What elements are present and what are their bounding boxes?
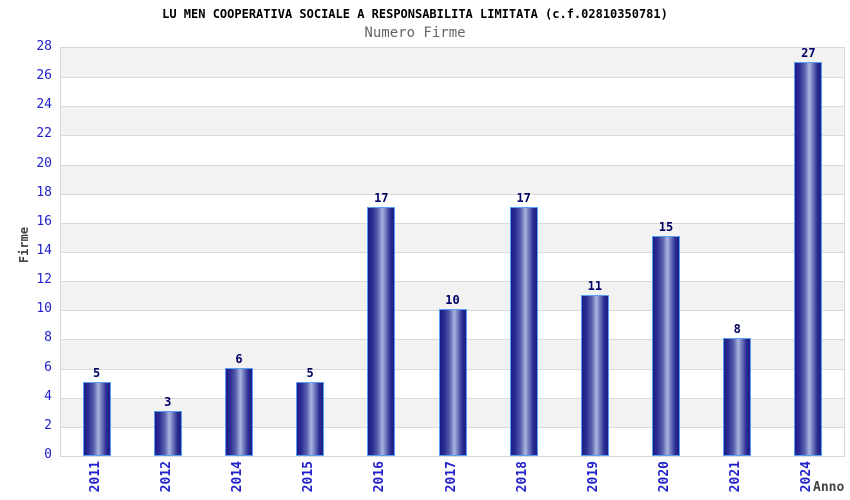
x-tick-label: 2014 (229, 461, 245, 493)
y-tick-label: 14 (36, 243, 52, 258)
y-tick-label: 10 (36, 301, 52, 317)
plot-band (61, 135, 844, 165)
bar-value-label: 10 (445, 293, 460, 308)
bar-2012 (153, 411, 182, 456)
bar-2016 (367, 207, 396, 456)
x-tick-label: 2017 (443, 461, 459, 493)
y-tick-label: 12 (36, 272, 52, 288)
bar-value-label: 8 (733, 322, 741, 337)
x-axis-label: Anno (813, 480, 845, 495)
bar-2024 (794, 61, 823, 456)
y-tick-label: 2 (44, 417, 52, 433)
y-tick-label: 18 (36, 184, 52, 200)
chart-title: LU MEN COOPERATIVA SOCIALE A RESPONSABIL… (162, 7, 668, 21)
x-tick-label: 2020 (657, 461, 673, 493)
bar-2011 (82, 382, 111, 456)
y-tick-label: 24 (36, 97, 52, 113)
bar-value-label: 6 (235, 351, 243, 366)
y-tick-label: 4 (44, 388, 52, 404)
plot-band (61, 48, 844, 78)
bar-2017 (438, 309, 467, 456)
bar-2018 (509, 207, 538, 456)
bar-value-label: 15 (658, 220, 674, 235)
x-tick-label: 2016 (372, 461, 388, 493)
y-tick-label: 22 (36, 126, 52, 142)
bar-value-label: 3 (164, 395, 172, 410)
bar-2020 (652, 236, 681, 456)
x-tick-label: 2018 (514, 461, 530, 493)
bar-value-label: 5 (306, 366, 314, 381)
bar-value-label: 17 (374, 191, 389, 206)
gridline (61, 135, 844, 137)
plot-band (61, 106, 844, 136)
bar-value-label: 11 (587, 278, 603, 293)
y-tick-label: 8 (44, 330, 52, 346)
y-tick-label: 20 (36, 155, 52, 171)
plot-band (61, 77, 844, 107)
y-tick-label: 16 (36, 213, 52, 229)
chart-subtitle: Numero Firme (364, 25, 466, 41)
gridline (61, 106, 844, 108)
bar-2015 (296, 382, 325, 456)
x-tick-label: 2011 (87, 461, 103, 493)
bar-2021 (723, 338, 752, 456)
x-tick-label: 2021 (728, 461, 744, 493)
gridline (61, 252, 844, 253)
bar-value-label: 17 (516, 191, 531, 206)
y-tick-label: 6 (44, 359, 52, 375)
plot-band (61, 222, 844, 252)
y-tick-label: 26 (36, 68, 52, 84)
bar-2019 (580, 294, 609, 456)
plot-band (61, 193, 844, 223)
plot-area: 5 3 6 5 17 10 17 11 15 8 27 (60, 45, 845, 457)
bar-value-label: 27 (801, 45, 816, 60)
x-tick-label: 2012 (158, 461, 174, 493)
plot-band (61, 281, 844, 311)
bar-value-label: 5 (92, 366, 101, 381)
x-tick-label: 2015 (301, 461, 317, 493)
gridline (61, 222, 844, 224)
y-tick-label: 0 (44, 447, 52, 462)
plot-band (61, 252, 844, 282)
x-tick-label: 2019 (585, 461, 601, 493)
plot-band (61, 164, 844, 194)
gridline (61, 77, 844, 79)
gridline (61, 164, 844, 166)
gridline (61, 281, 844, 283)
gridline (61, 193, 844, 195)
bar-2014 (224, 367, 253, 456)
y-tick-label: 28 (36, 39, 52, 54)
